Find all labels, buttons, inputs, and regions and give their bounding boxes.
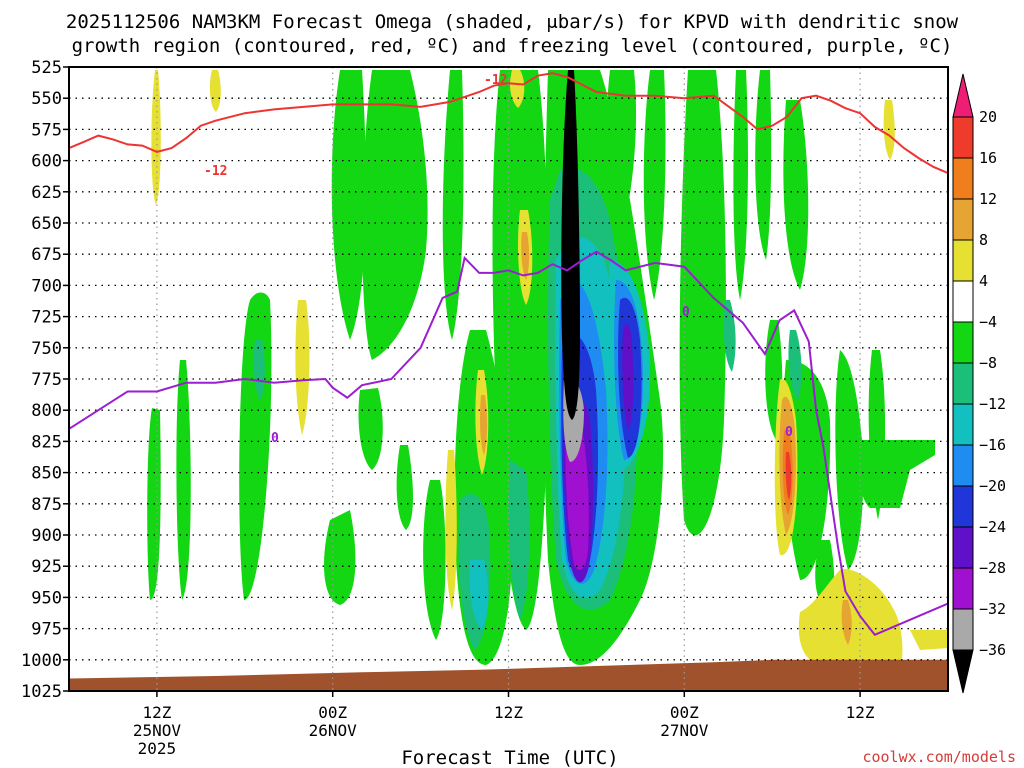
colorbar-swatch <box>952 280 974 323</box>
y-tick-label: 950 <box>31 588 62 608</box>
colorbar-swatch <box>952 321 974 364</box>
terrain-fill <box>69 659 948 691</box>
colorbar-label: −12 <box>979 395 1006 413</box>
colorbar-label: 20 <box>979 108 997 126</box>
y-tick-label: 1000 <box>21 651 62 671</box>
y-tick-label: 625 <box>31 183 62 203</box>
colorbar-label: −16 <box>979 436 1006 454</box>
y-tick-label: 650 <box>31 214 62 234</box>
y-tick-label: 750 <box>31 339 62 359</box>
freezing-level-line <box>69 250 948 637</box>
y-tick-label: 700 <box>31 276 62 296</box>
y-tick-label: 900 <box>31 526 62 546</box>
x-tick-label: 00Z <box>318 703 347 722</box>
x-tick-label: 12Z <box>142 703 171 722</box>
colorbar-label: −20 <box>979 477 1006 495</box>
x-tick-year: 2025 <box>138 739 177 758</box>
y-tick-label: 875 <box>31 495 62 515</box>
colorbar-top-arrow <box>952 73 974 118</box>
dgz-label-2: -12 <box>484 73 507 88</box>
x-axis-title: Forecast Time (UTC) <box>401 747 618 768</box>
y-tick-label: 725 <box>31 308 62 328</box>
colorbar-swatch <box>952 157 974 200</box>
y-tick-label: 525 <box>31 58 62 78</box>
colorbar-label: 12 <box>979 190 997 208</box>
y-tick-label: 675 <box>31 245 62 265</box>
fzl-label-1: 0 <box>271 431 279 446</box>
dgz-contour-line <box>69 72 948 175</box>
y-tick-label: 600 <box>31 152 62 172</box>
colorbar-label: −8 <box>979 354 997 372</box>
y-tick-label: 1025 <box>21 682 62 702</box>
credit-text: coolwx.com/models <box>862 748 1016 766</box>
colorbar-swatch <box>952 116 974 159</box>
x-tick-label: 12Z <box>494 703 523 722</box>
colorbar-label: 16 <box>979 149 997 167</box>
colorbar: 20 16 12 8 4 −4 −8 −12 −16 −20 −24 −28 −32 −36 <box>952 73 1006 694</box>
colorbar-label: 8 <box>979 231 988 249</box>
chart-title-line1: 2025112506 NAM3KM Forecast Omega (shaded… <box>66 11 959 33</box>
y-tick-label: 825 <box>31 432 62 452</box>
colorbar-label: −24 <box>979 518 1006 536</box>
colorbar-swatch <box>952 362 974 405</box>
y-tick-label: 775 <box>31 370 62 390</box>
fzl-label-2: 0 <box>682 305 690 320</box>
y-axis: 525 550 575 600 625 650 675 700 725 750 775 800 825 8… <box>21 58 69 702</box>
chart-contours <box>69 72 948 637</box>
fzl-label-3: 0 <box>785 425 793 440</box>
colorbar-bottom-arrow <box>952 649 974 694</box>
x-tick-date: 26NOV <box>309 721 358 740</box>
y-tick-label: 550 <box>31 89 62 109</box>
omega-shading <box>69 70 948 691</box>
colorbar-swatch <box>952 403 974 446</box>
colorbar-label: −32 <box>979 600 1006 618</box>
colorbar-swatch <box>952 608 974 651</box>
colorbar-swatch <box>952 198 974 241</box>
colorbar-swatch <box>952 239 974 282</box>
colorbar-label: −4 <box>979 313 997 331</box>
colorbar-swatch <box>952 567 974 610</box>
x-tick-label: 12Z <box>846 703 875 722</box>
x-tick-date: 27NOV <box>660 721 709 740</box>
contour-labels: -12 -12 0 0 0 <box>204 73 793 446</box>
chart-title-line2: growth region (contoured, red, ºC) and f… <box>72 35 953 57</box>
colorbar-swatch <box>952 526 974 569</box>
y-tick-label: 975 <box>31 620 62 640</box>
x-tick-date: 25NOV <box>133 721 182 740</box>
dgz-label-1: -12 <box>204 164 227 179</box>
y-tick-label: 925 <box>31 557 62 577</box>
colorbar-swatch <box>952 444 974 487</box>
colorbar-swatch <box>952 485 974 528</box>
y-tick-label: 575 <box>31 120 62 140</box>
x-tick-label: 00Z <box>670 703 699 722</box>
y-tick-label: 800 <box>31 401 62 421</box>
colorbar-label: −28 <box>979 559 1006 577</box>
colorbar-label: −36 <box>979 641 1006 659</box>
y-tick-label: 850 <box>31 464 62 484</box>
colorbar-label: 4 <box>979 272 988 290</box>
